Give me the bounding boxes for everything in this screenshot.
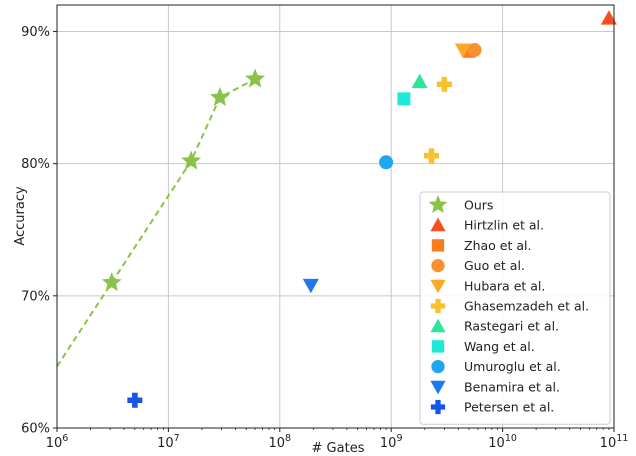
benamira-et-al-point [302, 278, 319, 294]
legend-box [419, 191, 611, 425]
legend-marker-wang-et-al [431, 340, 445, 353]
legend-label-zhao-et-al: Zhao et al. [464, 238, 531, 253]
legend: Ours Hirtzlin et al. Zhao et al. Guo et al.… [419, 191, 611, 425]
hubara-et-al-point [454, 43, 471, 58]
ours-point [245, 68, 266, 88]
wang-et-al-point [397, 92, 411, 106]
legend-label-petersen-et-al: Petersen et al. [464, 400, 554, 415]
legend-marker-benamira-et-al [430, 380, 446, 395]
legend-marker-hirtzlin-et-al [430, 217, 446, 232]
legend-marker-rastegari-et-al [430, 318, 446, 333]
legend-marker-guo-et-al [431, 258, 445, 273]
y-tick-label: 80% [21, 157, 50, 172]
ours-trend-line [56, 78, 256, 367]
ours-point [181, 150, 202, 170]
ghasemzadeh-et-al-point [423, 148, 439, 164]
x-tick-label: 109 [380, 433, 403, 451]
legend-label-guo-et-al: Guo et al. [464, 258, 525, 273]
x-axis-label: # Gates [312, 441, 365, 456]
ours-point [101, 272, 122, 292]
x-tick-label: 1011 [600, 433, 629, 451]
legend-marker-petersen-et-al [430, 399, 446, 415]
plot-frame [56, 4, 615, 429]
legend-label-rastegari-et-al: Rastegari et al. [464, 319, 559, 334]
points-layer [101, 10, 617, 408]
x-tick-label: 107 [157, 433, 180, 451]
ghasemzadeh-et-al-point [436, 76, 452, 92]
legend-label-benamira-et-al: Benamira et al. [464, 379, 560, 394]
legend-marker-zhao-et-al [431, 239, 445, 252]
legend-marker-ghasemzadeh-et-al [430, 298, 446, 314]
umuroglu-et-al-point [379, 155, 394, 170]
legend-label-wang-et-al: Wang et al. [464, 339, 535, 354]
y-tick-label: 60% [21, 422, 50, 437]
legend-label-ghasemzadeh-et-al: Ghasemzadeh et al. [464, 299, 589, 314]
y-tick-label: 70% [21, 289, 50, 304]
legend-label-ours: Ours [464, 198, 493, 213]
legend-marker-umuroglu-et-al [431, 359, 445, 374]
petersen-et-al-point [127, 392, 143, 408]
x-tick-label: 1010 [488, 433, 517, 451]
legend-marker-hubara-et-al [430, 279, 446, 294]
hirtzlin-et-al-point [600, 10, 617, 25]
y-axis-label: Accuracy [13, 186, 28, 246]
legend-label-umuroglu-et-al: Umuroglu et al. [464, 359, 561, 374]
legend-marker-ours [428, 195, 448, 214]
ours-trend-line-layer [56, 78, 256, 367]
x-tick-label: 108 [269, 433, 292, 451]
legend-label-hubara-et-al: Hubara et al. [464, 278, 545, 293]
ours-point [209, 87, 230, 107]
rastegari-et-al-point [411, 73, 428, 89]
y-tick-label: 90% [21, 25, 50, 40]
legend-label-hirtzlin-et-al: Hirtzlin et al. [464, 218, 544, 233]
guo-et-al-point [467, 42, 482, 57]
x-tick-label: 106 [46, 433, 69, 451]
ticks-layer: 106 107 108 109 1010 1011 60% 70% 80% 90% [21, 25, 628, 451]
